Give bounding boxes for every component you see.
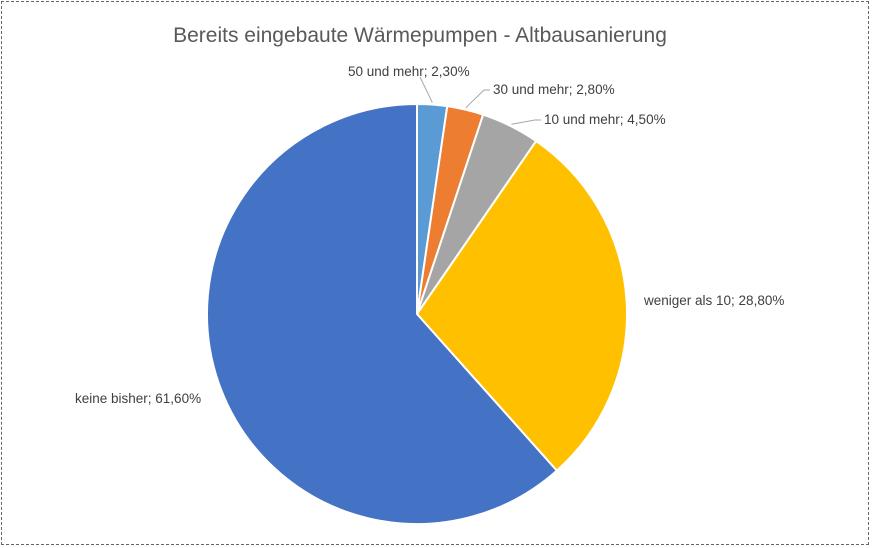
slice-labels: 50 und mehr; 2,30% 30 und mehr; 2,80% 10 u… (75, 64, 784, 406)
data-label: 30 und mehr; 2,80% (493, 82, 615, 97)
pie-slices (206, 102, 628, 525)
leader-lines (419, 76, 541, 125)
data-label: weniger als 10; 28,80% (643, 293, 784, 308)
pie-slice-weniger-als-10 (415, 139, 628, 473)
data-label: keine bisher; 61,60% (75, 391, 201, 406)
data-label: 10 und mehr; 4,50% (544, 112, 666, 127)
leader-line (419, 76, 433, 103)
pie-slice-keine-bisher (206, 102, 559, 525)
leader-line (465, 89, 490, 109)
chart-title: Bereits eingebaute Wärmepumpen - Altbaus… (173, 24, 667, 47)
leader-line (511, 119, 541, 125)
data-label: 50 und mehr; 2,30% (348, 64, 470, 79)
